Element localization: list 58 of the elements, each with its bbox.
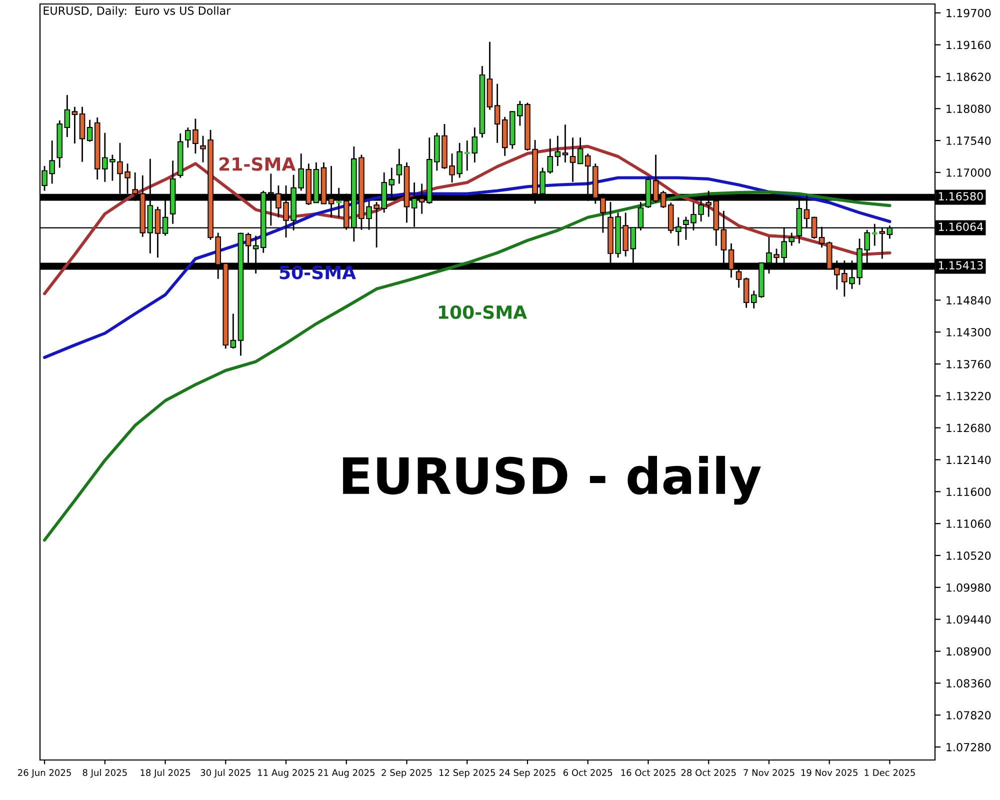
candlestick: [570, 136, 576, 183]
y-tick-label: 1.18620: [946, 72, 991, 82]
series-label: 50-SMA: [280, 266, 356, 280]
x-tick-label: 7 Nov 2025: [744, 769, 794, 776]
candlestick: [577, 136, 584, 164]
ref-line-label: 1.15413: [938, 261, 983, 270]
series-label: 100-SMA: [438, 305, 527, 319]
x-tick-label: 12 Sep 2025: [440, 769, 495, 778]
y-tick-label: 1.07280: [946, 742, 991, 752]
candlestick: [494, 83, 500, 144]
x-tick-label: 6 Oct 2025: [563, 769, 612, 776]
chart-title: EURUSD, Daily: Euro vs US Dollar: [44, 6, 231, 18]
ref-line-label: 1.16064: [938, 222, 984, 232]
x-tick-label: 1 Dec 2025: [864, 769, 915, 776]
x-tick-label: 28 Oct 2025: [681, 769, 736, 776]
y-tick-label: 1.10520: [946, 551, 991, 560]
x-tick-label: 19 Nov 2025: [801, 769, 858, 776]
y-tick-label: 1.08900: [946, 647, 991, 656]
y-tick-label: 1.17540: [946, 136, 991, 145]
y-tick-label: 1.11600: [946, 488, 991, 496]
y-tick-label: 1.18080: [946, 104, 991, 113]
y-tick-label: 1.17000: [946, 168, 991, 177]
x-tick-label: 18 Jul 2025: [140, 769, 190, 778]
y-tick-label: 1.19700: [946, 8, 991, 18]
candlestick: [86, 119, 93, 142]
y-tick-label: 1.13220: [946, 392, 991, 400]
y-tick-label: 1.14840: [946, 296, 991, 305]
y-tick-label: 1.19160: [946, 40, 991, 50]
y-tick-label: 1.08360: [946, 679, 991, 688]
candlestick: [64, 94, 70, 138]
candlestick: [463, 140, 471, 172]
candlestick: [72, 106, 78, 144]
candlestick: [554, 135, 561, 167]
y-tick-label: 1.12140: [946, 456, 991, 464]
ref-line-label: 1.16580: [938, 192, 983, 201]
y-tick-label: 1.09980: [946, 583, 991, 592]
x-tick-label: 11 Aug 2025: [258, 769, 314, 778]
y-tick-label: 1.09440: [946, 615, 991, 624]
x-tick-label: 24 Sep 2025: [500, 769, 556, 778]
x-tick-label: 8 Jul 2025: [82, 769, 127, 778]
x-tick-label: 2 Sep 2025: [382, 769, 432, 778]
y-tick-label: 1.07820: [946, 711, 991, 720]
x-tick-label: 30 Jul 2025: [200, 769, 250, 778]
line-series: [43, 190, 892, 542]
candlestick: [562, 124, 568, 164]
candlestick: [230, 313, 236, 350]
y-tick-label: 1.14300: [946, 328, 991, 336]
y-tick-label: 1.13760: [946, 360, 991, 368]
annotation: EURUSD - daily: [343, 456, 761, 505]
candlestick: [472, 126, 478, 164]
y-tick-label: 1.12680: [946, 424, 991, 432]
y-tick-label: 1.11060: [946, 520, 991, 528]
x-tick-label: 16 Oct 2025: [621, 769, 676, 776]
series-label: 21-SMA: [220, 157, 296, 171]
x-tick-label: 21 Aug 2025: [318, 769, 375, 778]
candlestick: [396, 148, 402, 184]
x-tick-label: 26 Jun 2025: [18, 769, 71, 778]
candlestick: [743, 276, 750, 309]
